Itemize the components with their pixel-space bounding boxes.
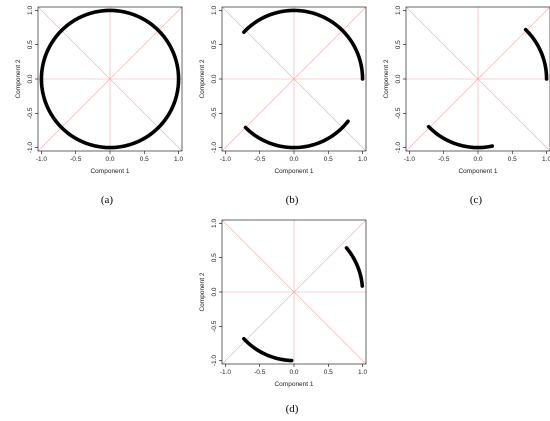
x-tick-label: -1.0: [404, 156, 416, 163]
data-points-arc: [243, 119, 350, 150]
panel-caption: (c): [470, 194, 483, 206]
y-tick-label: 1.0: [211, 219, 218, 228]
y-tick-label: 0.5: [395, 40, 402, 49]
data-points-arc: [242, 336, 294, 363]
data-points-arc: [523, 27, 549, 81]
y-tick-label: 1.0: [211, 6, 218, 15]
x-tick-label: -0.5: [254, 369, 266, 376]
y-tick-label: 0.5: [27, 40, 34, 49]
x-tick-label: 1.0: [174, 156, 183, 163]
x-tick-label: 1.0: [542, 156, 550, 163]
x-tick-label: -0.5: [70, 156, 82, 163]
y-axis-label: Component 2: [199, 59, 206, 98]
x-tick-label: -1.0: [220, 156, 232, 163]
y-tick-label: 0.0: [211, 74, 218, 83]
x-tick-label: -0.5: [254, 156, 266, 163]
x-tick-label: 0.5: [140, 156, 149, 163]
x-tick-label: 0.5: [324, 369, 333, 376]
x-axis-label: Component 1: [274, 381, 313, 388]
panel-2: -1.0 -0.5 0.0 0.5 1.0 -1.0 -0.5 0.0 0.5 1.0 Compon…: [199, 6, 367, 206]
reference-line: [406, 7, 550, 151]
x-tick-label: -1.0: [220, 369, 232, 376]
data-points-arc: [344, 246, 365, 288]
x-tick-label: 0.0: [473, 156, 482, 163]
y-tick-label: 0.0: [211, 287, 218, 296]
panel-caption: (a): [101, 194, 114, 206]
y-axis-label: Component 2: [199, 272, 206, 311]
x-tick-label: -1.0: [36, 156, 48, 163]
y-tick-label: 0.0: [395, 74, 402, 83]
y-tick-label: -0.5: [27, 107, 34, 119]
y-tick-label: -0.5: [211, 107, 218, 119]
y-tick-label: 1.0: [395, 6, 402, 15]
y-tick-label: -1.0: [27, 142, 34, 154]
y-tick-label: -0.5: [395, 107, 402, 119]
y-tick-label: 0.5: [211, 253, 218, 262]
data-points-arc: [39, 8, 181, 150]
y-tick-label: -1.0: [211, 142, 218, 154]
x-tick-label: 1.0: [358, 156, 367, 163]
x-axis-label: Component 1: [90, 168, 129, 175]
x-tick-label: 0.5: [324, 156, 333, 163]
y-tick-label: -1.0: [395, 142, 402, 154]
y-axis-label: Component 2: [383, 59, 390, 98]
data-points-arc: [426, 124, 495, 150]
x-tick-label: 0.0: [105, 156, 114, 163]
x-tick-label: -0.5: [438, 156, 450, 163]
reference-line: [222, 220, 366, 364]
x-tick-label: 0.0: [289, 369, 298, 376]
y-axis-label: Component 2: [15, 59, 22, 98]
panel-1: -1.0 -0.5 0.0 0.5 1.0 -1.0 -0.5 0.0 0.5 1.0 Compon…: [15, 6, 183, 206]
x-tick-label: 1.0: [358, 369, 367, 376]
y-tick-label: 1.0: [27, 6, 34, 15]
panel-caption: (d): [286, 403, 299, 415]
y-tick-label: 0.0: [27, 74, 34, 83]
y-tick-label: -1.0: [211, 355, 218, 367]
x-tick-label: 0.5: [508, 156, 517, 163]
y-tick-label: -0.5: [211, 320, 218, 332]
x-tick-label: 0.0: [289, 156, 298, 163]
y-tick-label: 0.5: [211, 40, 218, 49]
panel-caption: (b): [286, 194, 299, 206]
panel-3: -1.0 -0.5 0.0 0.5 1.0 -1.0 -0.5 0.0 0.5 1.0 Compon…: [383, 6, 550, 206]
x-axis-label: Component 1: [274, 168, 313, 175]
x-axis-label: Component 1: [458, 168, 497, 175]
data-points-arc: [242, 8, 365, 81]
panel-4: -1.0 -0.5 0.0 0.5 1.0 -1.0 -0.5 0.0 0.5 1.0 Compon…: [199, 219, 367, 415]
